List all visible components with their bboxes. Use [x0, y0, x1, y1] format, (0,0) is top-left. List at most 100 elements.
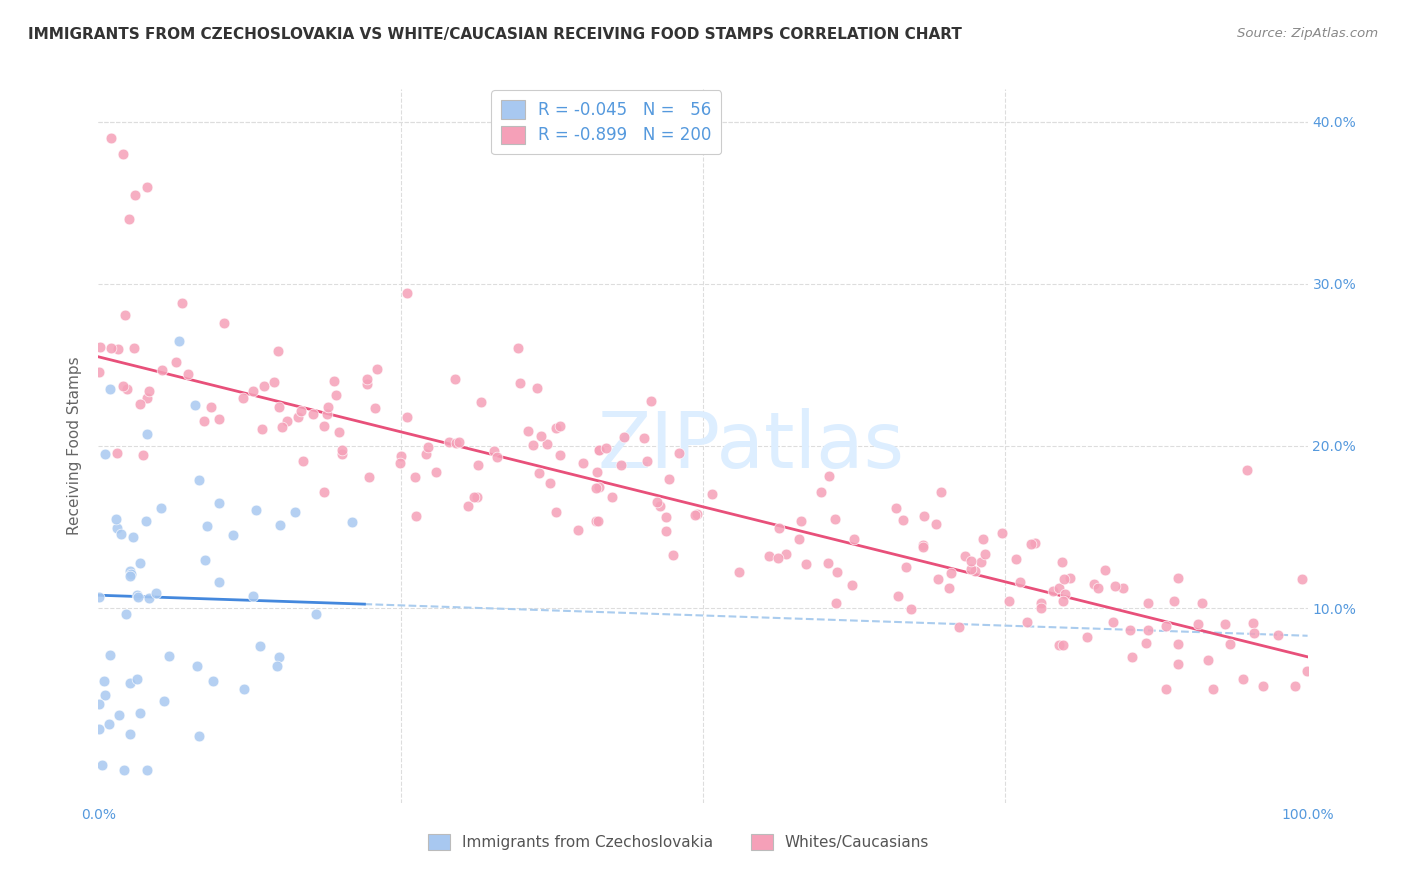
Point: [1119, 623, 1142, 637]
Point: [330, 442, 353, 457]
Point: [129, 556, 152, 570]
Point: [100, 341, 122, 355]
Point: [1163, 594, 1185, 608]
Point: [1094, 563, 1116, 577]
Point: [817, 556, 839, 570]
Point: [184, 398, 207, 412]
Point: [314, 418, 336, 433]
Point: [610, 458, 633, 472]
Point: [955, 549, 977, 563]
Point: [1167, 657, 1189, 671]
Point: [1052, 638, 1074, 652]
Point: [138, 591, 160, 605]
Point: [959, 562, 981, 576]
Point: [1251, 679, 1274, 693]
Point: [927, 573, 949, 587]
Point: [530, 429, 553, 443]
Point: [127, 591, 149, 605]
Point: [105, 445, 128, 459]
Point: [287, 409, 309, 424]
Point: [647, 494, 669, 508]
Point: [965, 564, 987, 578]
Point: [548, 449, 571, 463]
Point: [1052, 555, 1074, 569]
Point: [991, 526, 1014, 541]
Point: [186, 658, 208, 673]
Point: [1154, 682, 1177, 697]
Point: [973, 547, 995, 561]
Point: [548, 419, 571, 434]
Point: [193, 414, 215, 428]
Point: [283, 505, 305, 519]
Point: [887, 589, 910, 603]
Point: [111, 379, 134, 393]
Point: [124, 187, 146, 202]
Point: [89, 697, 111, 711]
Point: [325, 388, 347, 402]
Point: [668, 446, 690, 460]
Point: [128, 397, 150, 411]
Point: [267, 649, 290, 664]
Point: [291, 454, 314, 468]
Point: [208, 412, 231, 426]
Point: [662, 548, 685, 562]
Point: [112, 764, 135, 778]
Point: [1076, 630, 1098, 644]
Point: [120, 676, 142, 690]
Point: [200, 400, 222, 414]
Point: [1156, 619, 1178, 633]
Point: [269, 400, 291, 414]
Point: [1136, 596, 1159, 610]
Point: [120, 567, 142, 582]
Point: [188, 729, 211, 743]
Point: [108, 707, 131, 722]
Point: [810, 485, 832, 500]
Point: [1024, 536, 1046, 550]
Point: [825, 565, 848, 579]
Point: [89, 340, 111, 354]
Point: [1017, 615, 1039, 629]
Point: [115, 383, 138, 397]
Point: [118, 727, 141, 741]
Point: [817, 468, 839, 483]
Point: [194, 553, 217, 567]
Point: [356, 376, 378, 391]
Point: [526, 381, 548, 395]
Point: [527, 466, 550, 480]
Point: [316, 400, 339, 414]
Point: [93, 447, 115, 461]
Point: [787, 532, 810, 546]
Point: [900, 601, 922, 615]
Point: [775, 547, 797, 561]
Point: [150, 363, 173, 377]
Point: [766, 551, 789, 566]
Point: [271, 420, 294, 434]
Y-axis label: Receiving Food Stamps: Receiving Food Stamps: [67, 357, 83, 535]
Point: [136, 391, 159, 405]
Point: [87, 722, 110, 736]
Point: [98, 382, 121, 396]
Point: [301, 407, 323, 421]
Point: [1008, 574, 1031, 589]
Point: [467, 458, 489, 472]
Point: [1054, 587, 1077, 601]
Point: [588, 443, 610, 458]
Point: [463, 490, 485, 504]
Point: [1042, 583, 1064, 598]
Point: [1167, 570, 1189, 584]
Point: [94, 688, 117, 702]
Point: [508, 341, 530, 355]
Point: [87, 365, 110, 379]
Point: [585, 514, 607, 528]
Point: [941, 566, 963, 581]
Point: [842, 532, 865, 546]
Point: [912, 508, 935, 523]
Point: [222, 528, 245, 542]
Point: [1135, 636, 1157, 650]
Point: [98, 648, 121, 662]
Point: [1167, 637, 1189, 651]
Point: [538, 475, 561, 490]
Point: [388, 456, 411, 470]
Point: [884, 501, 907, 516]
Point: [110, 527, 132, 541]
